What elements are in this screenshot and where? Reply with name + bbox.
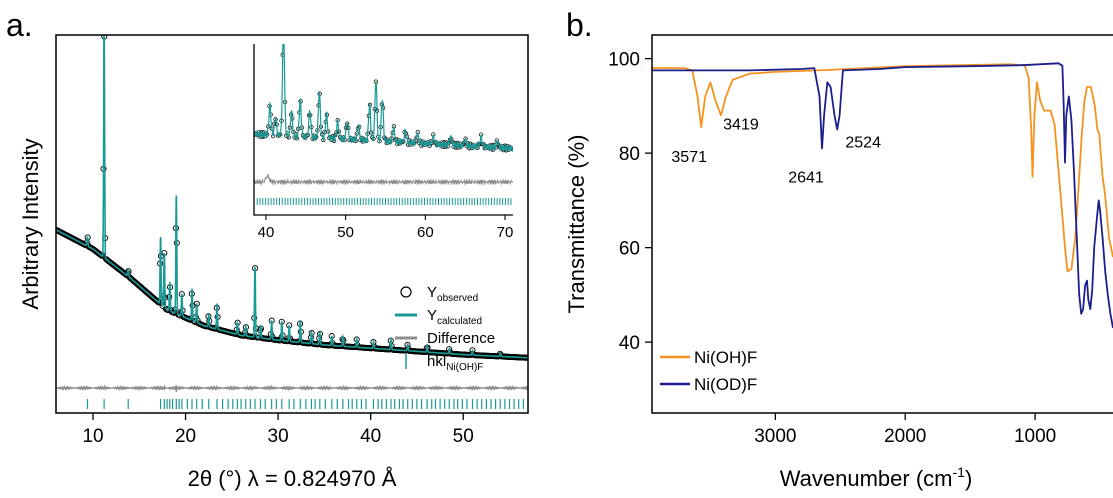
x-tick-label: 2000 (884, 426, 926, 447)
panel-b-annotations: 3571 3419 2641 2524 (671, 116, 881, 186)
y-tick-label: 60 (619, 239, 640, 260)
x-tick-label: 1000 (1014, 426, 1056, 447)
peak-annotation: 2641 (788, 169, 824, 186)
x-tick-label: 20 (175, 426, 196, 447)
panel-a-frame (55, 34, 529, 414)
panel-b-legend: Ni(OH)F Ni(OD)F (660, 348, 757, 394)
inset-calculated-line (254, 44, 513, 153)
difference-line (56, 384, 528, 393)
y-tick-label: 80 (619, 144, 640, 165)
peak-annotation: 3571 (671, 149, 707, 166)
inset-x-ticks: 40 50 60 70 (258, 215, 514, 241)
inset-x-tick-label: 50 (337, 224, 354, 241)
panel-b-y-axis-label: Transmittance (%) (564, 135, 589, 314)
series-NiOHF-line (652, 63, 1113, 273)
legend-NiODF-label: Ni(OD)F (694, 375, 757, 394)
inset-plot-data (254, 36, 513, 205)
panel-b-plot-data (652, 62, 1113, 329)
legend-calculated-label: Ycalculated (427, 307, 482, 327)
panel-a-y-axis-label: Arbitrary Intensity (18, 138, 43, 309)
inset-axes (253, 44, 513, 216)
inset-observed-point (282, 36, 286, 40)
inset-x-tick-label: 40 (258, 224, 275, 241)
series-NiODF-line (652, 62, 1113, 329)
legend-observed-marker (400, 286, 412, 298)
inset-x-tick-label: 70 (497, 224, 514, 241)
panel-a-x-axis-label: 2θ (°) λ = 0.824970 Å (188, 466, 397, 491)
panel-a-plot-data (56, 35, 528, 409)
panel-b-frame (651, 34, 1113, 414)
legend-difference-label: Difference (427, 330, 495, 347)
inset-observed-point (450, 139, 455, 144)
panel-a-x-ticks: 10 20 30 40 50 (82, 413, 474, 447)
x-tick-label: 50 (453, 426, 474, 447)
x-tick-label: 40 (360, 426, 381, 447)
legend-hkl-label: hklNi(OH)F (427, 353, 483, 373)
observed-point (97, 252, 105, 259)
peak-annotation: 3419 (723, 116, 759, 133)
inset-observed-point (345, 121, 350, 126)
y-tick-label: 100 (608, 50, 640, 71)
calculated-line (56, 35, 528, 359)
observed-point (98, 252, 105, 259)
inset-difference-line (254, 173, 513, 186)
inset-x-tick-label: 60 (417, 224, 434, 241)
panel-a-inset: 40 50 60 70 (253, 36, 514, 241)
x-tick-label: 10 (82, 426, 103, 447)
panel-b-x-axis-label: Wavenumber (cm-1) (780, 464, 973, 491)
panel-a-legend: Yobserved Ycalculated Difference hklNi(O… (395, 284, 495, 373)
y-tick-label: 40 (619, 333, 640, 354)
panel-a-label: a. (6, 7, 33, 43)
legend-NiOHF-label: Ni(OH)F (694, 348, 757, 367)
legend-observed-label: Yobserved (427, 284, 478, 304)
peak-annotation: 2524 (845, 135, 881, 152)
panel-b-label: b. (566, 7, 593, 43)
inset-observed-point (273, 117, 278, 122)
panel-a: a. Arbitrary Intensity 2θ (°) λ = 0.8249… (6, 7, 529, 491)
panel-b-ticks: 3000 2000 1000 40 60 80 100 (608, 50, 1056, 447)
x-tick-label: 30 (268, 426, 289, 447)
panel-b: b. Transmittance (%) Wavenumber (cm-1) 3… (564, 7, 1113, 491)
x-tick-label: 3000 (754, 426, 796, 447)
